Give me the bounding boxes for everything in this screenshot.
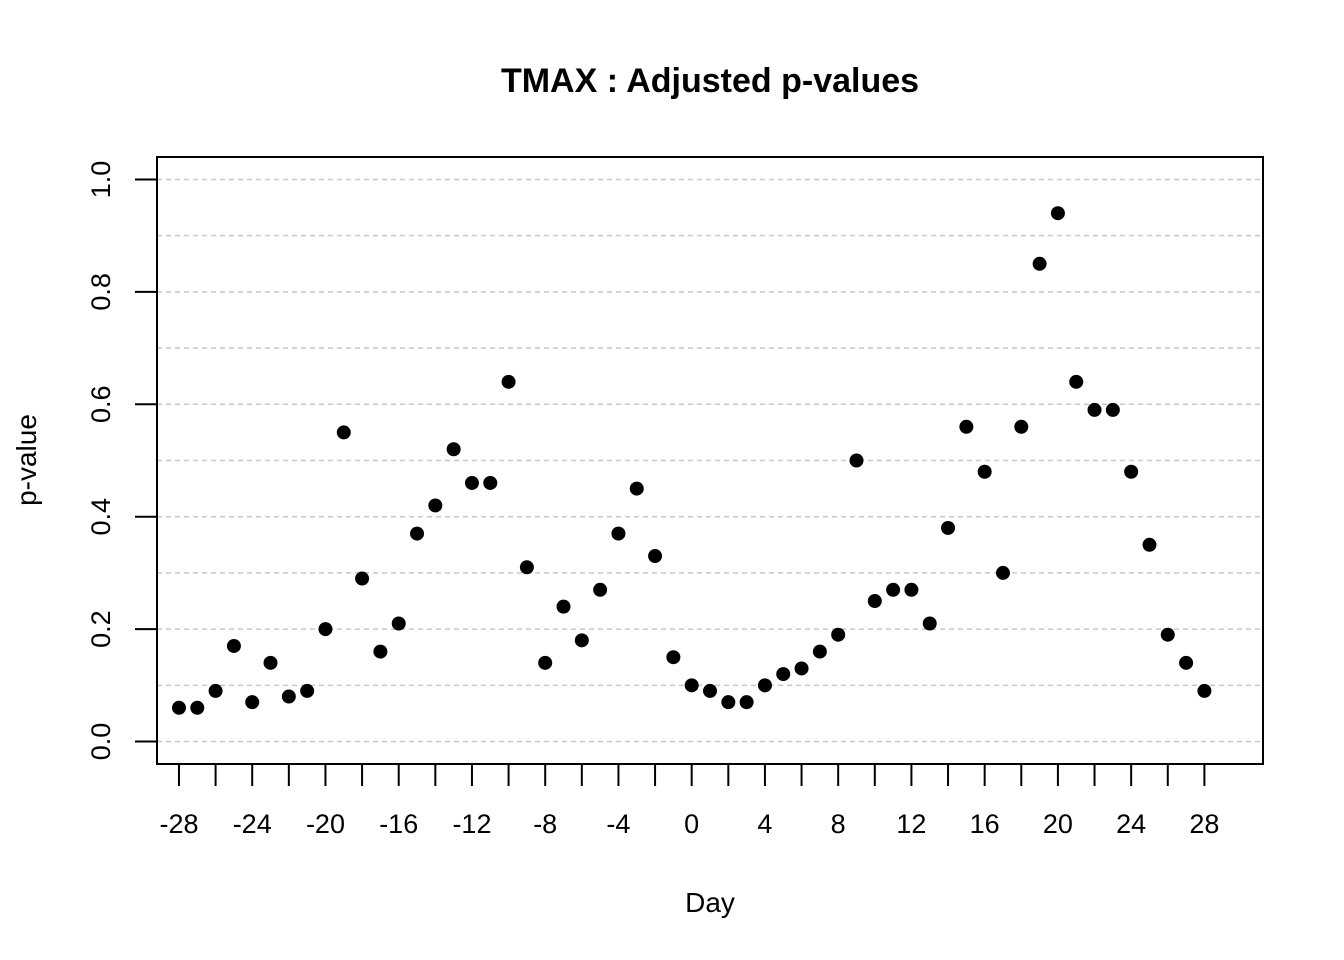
data-point	[171, 700, 186, 715]
data-point	[1105, 402, 1120, 417]
data-point	[721, 695, 736, 710]
x-tick-label: 12	[896, 809, 926, 839]
x-tick-label: 20	[1043, 809, 1073, 839]
data-point	[904, 582, 919, 597]
data-point	[629, 481, 644, 496]
data-point	[1087, 402, 1102, 417]
x-tick-label: -12	[452, 809, 491, 839]
data-point	[281, 689, 296, 704]
data-point	[648, 549, 663, 564]
data-points	[171, 206, 1212, 715]
data-point	[428, 498, 443, 513]
data-point	[556, 599, 571, 614]
x-tick-label: -24	[233, 809, 272, 839]
y-tick-label: 0.4	[86, 498, 116, 536]
data-point	[391, 616, 406, 631]
x-tick-label: 4	[757, 809, 772, 839]
data-point	[318, 622, 333, 637]
data-point	[995, 565, 1010, 580]
data-point	[300, 683, 315, 698]
data-point	[941, 520, 956, 535]
data-point	[849, 453, 864, 468]
data-point	[684, 678, 699, 693]
y-axis-label: p-value	[11, 414, 42, 506]
data-point	[574, 633, 589, 648]
data-point	[593, 582, 608, 597]
grid-lines	[157, 178, 1263, 743]
y-tick-label: 0.8	[86, 273, 116, 311]
data-point	[501, 374, 516, 389]
data-point	[355, 571, 370, 586]
x-tick-label: 24	[1116, 809, 1146, 839]
y-tick-label: 0.0	[86, 723, 116, 761]
data-point	[464, 475, 479, 490]
data-point	[226, 638, 241, 653]
data-point	[757, 678, 772, 693]
data-point	[538, 655, 553, 670]
data-point	[776, 667, 791, 682]
data-point	[977, 464, 992, 479]
data-point	[519, 560, 534, 575]
data-point	[666, 650, 681, 665]
data-point	[483, 475, 498, 490]
data-point	[1124, 464, 1139, 479]
data-point	[794, 661, 809, 676]
data-point	[611, 526, 626, 541]
x-tick-label: -4	[606, 809, 630, 839]
data-point	[410, 526, 425, 541]
y-tick-label: 0.6	[86, 386, 116, 424]
data-point	[831, 627, 846, 642]
data-point	[1197, 683, 1212, 698]
data-point	[812, 644, 827, 659]
data-point	[739, 695, 754, 710]
x-tick-label: -16	[379, 809, 418, 839]
chart-title: TMAX : Adjusted p-values	[501, 62, 919, 100]
data-point	[1050, 206, 1065, 221]
x-tick-label: 0	[684, 809, 699, 839]
y-tick-label: 1.0	[86, 161, 116, 199]
x-tick-label: -28	[159, 809, 198, 839]
data-point	[1179, 655, 1194, 670]
data-point	[1069, 374, 1084, 389]
data-point	[703, 683, 717, 698]
y-axis: 0.0 0.2 0.4 0.6 0.8 1.0	[86, 161, 157, 761]
data-point	[1014, 419, 1029, 434]
data-point	[1142, 537, 1157, 552]
y-tick-label: 0.2	[86, 610, 116, 648]
data-point	[263, 655, 278, 670]
data-point	[245, 695, 260, 710]
data-point	[373, 644, 388, 659]
x-tick-label: -20	[306, 809, 345, 839]
x-tick-label: 8	[831, 809, 846, 839]
data-point	[886, 582, 901, 597]
data-point	[336, 425, 351, 440]
data-point	[1160, 627, 1175, 642]
x-tick-label: -8	[533, 809, 557, 839]
x-tick-label: 28	[1189, 809, 1219, 839]
x-axis: -28 -24 -20 -16 -12 -8 -4 0 4 8 12 16 20 24 28	[159, 764, 1219, 839]
data-point	[959, 419, 974, 434]
data-point	[867, 594, 882, 609]
x-axis-label: Day	[685, 887, 735, 918]
data-point	[190, 700, 205, 715]
data-point	[208, 683, 223, 698]
data-point	[446, 442, 461, 457]
data-point	[922, 616, 937, 631]
plot-frame	[156, 156, 1264, 765]
data-point	[1032, 256, 1047, 271]
x-tick-label: 16	[970, 809, 1000, 839]
